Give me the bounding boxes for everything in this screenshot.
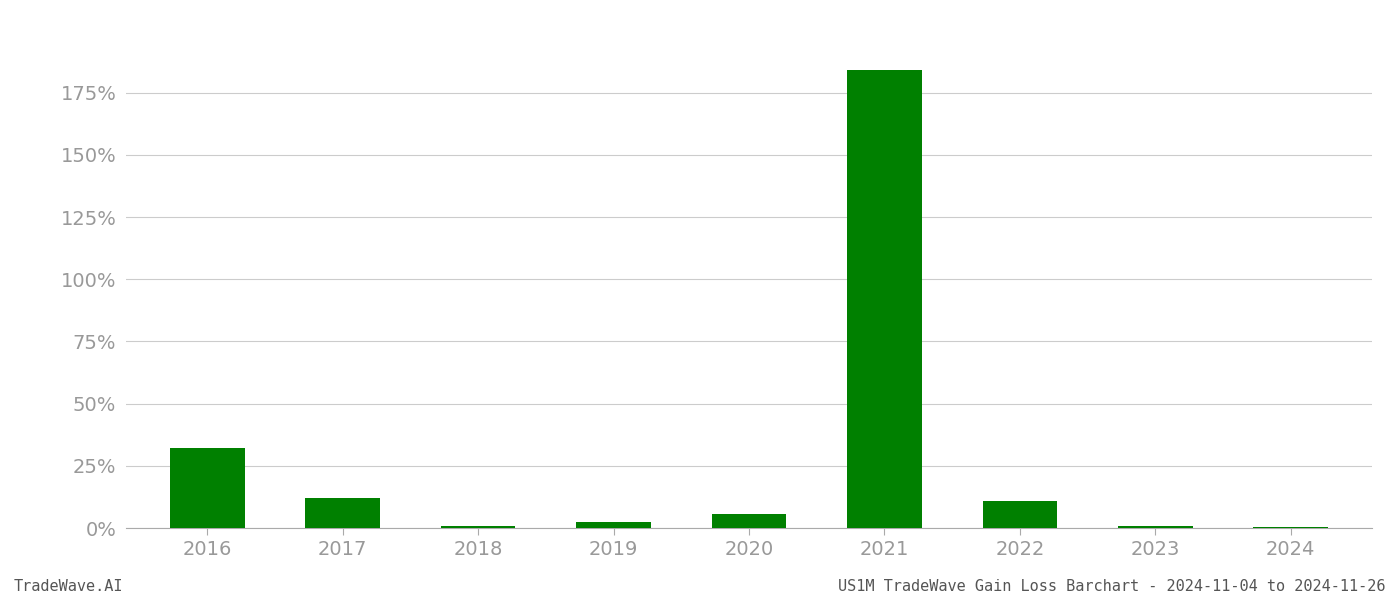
Bar: [711, 514, 787, 528]
Bar: [169, 448, 245, 528]
Bar: [1253, 527, 1329, 528]
Bar: [983, 500, 1057, 528]
Text: US1M TradeWave Gain Loss Barchart - 2024-11-04 to 2024-11-26: US1M TradeWave Gain Loss Barchart - 2024…: [839, 579, 1386, 594]
Text: TradeWave.AI: TradeWave.AI: [14, 579, 123, 594]
Bar: [577, 522, 651, 528]
Bar: [441, 526, 515, 528]
Bar: [305, 498, 379, 528]
Bar: [847, 70, 921, 528]
Bar: [1119, 526, 1193, 528]
